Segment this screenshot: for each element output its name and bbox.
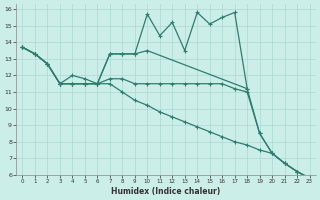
X-axis label: Humidex (Indice chaleur): Humidex (Indice chaleur): [111, 187, 221, 196]
